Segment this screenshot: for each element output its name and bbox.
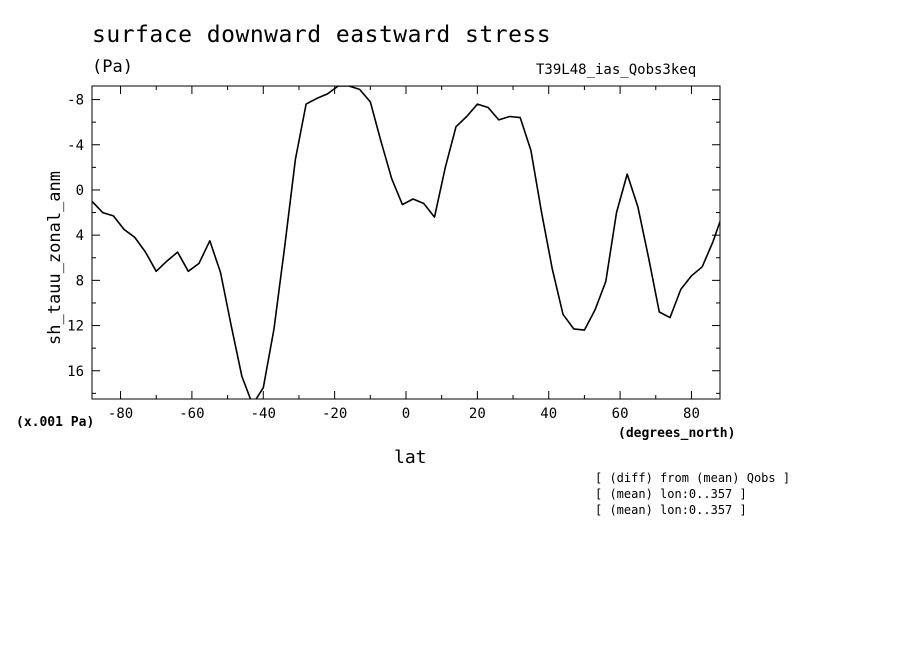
- chart-title: surface downward eastward stress: [92, 22, 552, 48]
- note-line: [ (diff) from (mean) Qobs ]: [595, 471, 791, 485]
- units-label: (Pa): [92, 57, 133, 77]
- note-line: [ (mean) lon:0..357 ]: [595, 487, 747, 501]
- scale-note: (x.001 Pa): [16, 415, 95, 430]
- run-id-label: T39L48_ias_Qobs3keq: [536, 62, 697, 78]
- series-line: [92, 86, 720, 399]
- x-tick-label: -80: [108, 406, 133, 422]
- x-tick-label: -20: [322, 406, 347, 422]
- axis-ticks: [92, 86, 720, 399]
- notes-block: [ (diff) from (mean) Qobs ] [ (mean) lon…: [595, 470, 790, 518]
- y-tick-label: 8: [76, 273, 84, 289]
- x-tick-label: 80: [683, 406, 700, 422]
- series-group: [92, 86, 720, 399]
- note-line: [ (mean) lon:0..357 ]: [595, 503, 747, 517]
- x-tick-label: 60: [612, 406, 629, 422]
- x-axis-label: lat: [394, 447, 427, 468]
- x-tick-label: 0: [402, 406, 410, 422]
- x-tick-label: -60: [179, 406, 204, 422]
- y-tick-label: 16: [67, 364, 84, 380]
- x-tick-label: 40: [540, 406, 557, 422]
- x-units-label: (degrees_north): [618, 426, 736, 441]
- x-tick-label: 20: [469, 406, 486, 422]
- y-tick-label: 12: [67, 319, 84, 335]
- x-tick-label: -40: [251, 406, 276, 422]
- y-tick-label: -4: [67, 138, 84, 154]
- y-tick-label: 0: [76, 183, 84, 199]
- plot-frame: [91, 85, 721, 400]
- y-tick-label: -8: [67, 93, 84, 109]
- y-tick-label: 4: [76, 228, 84, 244]
